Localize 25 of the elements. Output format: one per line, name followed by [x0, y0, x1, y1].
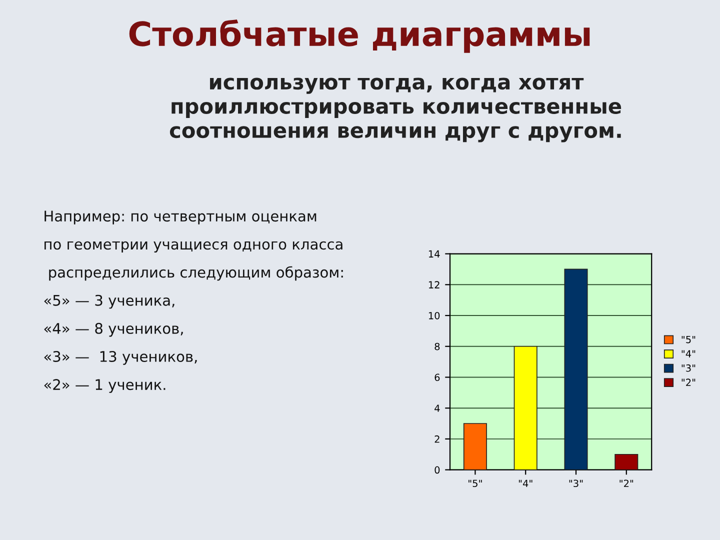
x-tick-label: "4" [518, 480, 532, 487]
legend-label: "2" [682, 378, 696, 386]
legend-label: "4" [682, 350, 696, 358]
x-tick-label: "2" [620, 480, 634, 487]
x-tick-label: "5" [468, 480, 482, 488]
text: по геометрии учащиеся одного класса [44, 241, 342, 253]
text: «3» — 13 учеников, [44, 350, 197, 365]
y-tick-label: 6 [434, 374, 440, 382]
legend-label: "3" [682, 364, 696, 372]
y-tick-label: 0 [434, 466, 440, 474]
text: «2» — 1 ученик. [44, 379, 166, 393]
text: Например: по четвертным оценкам [44, 210, 316, 224]
y-tick-label: 4 [434, 404, 440, 412]
y-tick-label: 2 [434, 435, 440, 443]
text: «4» — 8 учеников, [44, 322, 183, 337]
text: распределились следующим образом: [49, 266, 343, 281]
x-tick-label: "3" [569, 480, 583, 488]
chart-subtitle: используют тогда, когда хотят проиллюстрировать количественные соотношения величин друг с другом. [170, 78, 622, 142]
y-tick-label: 14 [428, 250, 440, 258]
text: «5» — 3 ученика, [44, 294, 174, 309]
y-tick-label: 8 [434, 342, 440, 350]
legend-label: "5" [682, 336, 696, 344]
chart-title: Столбчатые диаграммы [129, 19, 590, 53]
y-tick-label: 12 [428, 281, 440, 288]
y-tick-label: 10 [428, 312, 440, 320]
